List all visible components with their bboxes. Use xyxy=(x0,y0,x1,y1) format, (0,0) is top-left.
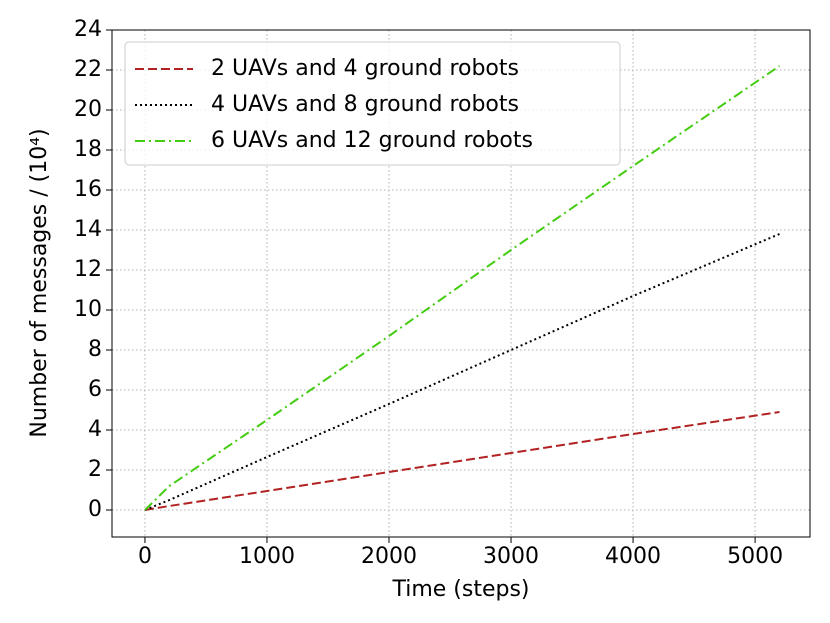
legend-label: 4 UAVs and 8 ground robots xyxy=(211,92,519,117)
x-axis-label: Time (steps) xyxy=(391,577,529,602)
y-tick-label: 8 xyxy=(88,337,102,362)
plot-frame xyxy=(111,29,811,538)
legend-label: 6 UAVs and 12 ground robots xyxy=(211,128,533,153)
x-tick-label: 0 xyxy=(138,544,152,569)
legend-label: 2 UAVs and 4 ground robots xyxy=(211,56,519,81)
y-axis-label: Number of messages / (10⁴) xyxy=(27,128,52,437)
y-tick-label: 10 xyxy=(74,297,102,322)
y-tick-label: 4 xyxy=(88,417,102,442)
y-tick-label: 22 xyxy=(74,57,102,82)
series-line xyxy=(144,233,780,511)
y-tick-label: 14 xyxy=(74,217,102,242)
y-tick-label: 20 xyxy=(74,97,102,122)
series-line xyxy=(144,411,780,511)
y-tick-label: 24 xyxy=(74,17,102,42)
x-tick-label: 2000 xyxy=(361,544,417,569)
y-tick-label: 6 xyxy=(88,377,102,402)
x-tick-label: 5000 xyxy=(727,544,783,569)
x-tick-label: 1000 xyxy=(239,544,295,569)
legend-box xyxy=(124,41,621,166)
y-tick-label: 2 xyxy=(88,457,102,482)
y-tick-label: 18 xyxy=(74,137,102,162)
series-line xyxy=(144,65,781,511)
y-tick-label: 12 xyxy=(74,257,102,282)
y-tick-label: 0 xyxy=(88,497,102,522)
x-tick-label: 4000 xyxy=(605,544,661,569)
x-tick-label: 3000 xyxy=(483,544,539,569)
y-tick-label: 16 xyxy=(74,177,102,202)
